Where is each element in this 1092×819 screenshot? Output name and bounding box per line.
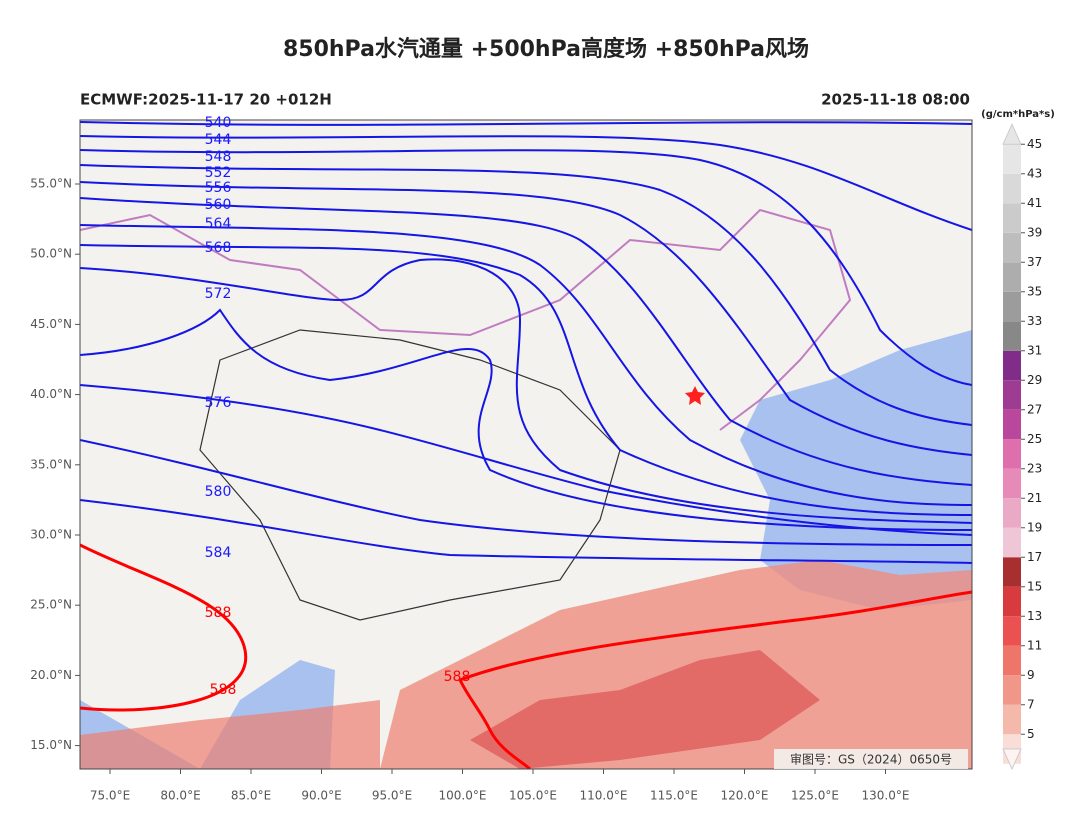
colorbar-label: 21 bbox=[1027, 491, 1042, 505]
subtitle-left: ECMWF:2025-11-17 20 +012H bbox=[80, 91, 332, 109]
colorbar-swatch bbox=[1003, 232, 1021, 263]
lon-label: 80.0°E bbox=[160, 789, 200, 803]
contour-label: 552 bbox=[205, 165, 232, 181]
colorbar-label: 33 bbox=[1027, 314, 1042, 328]
colorbar-swatch bbox=[1003, 173, 1021, 204]
lon-label: 90.0°E bbox=[301, 789, 341, 803]
contour-label: 580 bbox=[205, 484, 232, 500]
colorbar-label: 9 bbox=[1027, 668, 1035, 682]
colorbar-swatch bbox=[1003, 498, 1021, 528]
contour-label: 564 bbox=[205, 216, 232, 232]
border bbox=[199, 329, 621, 621]
colorbar-label: 41 bbox=[1027, 196, 1042, 210]
colorbar-swatch bbox=[1003, 468, 1021, 499]
colorbar-swatch bbox=[1003, 439, 1021, 469]
colorbar-label: 5 bbox=[1027, 727, 1035, 741]
colorbar-swatch bbox=[1003, 350, 1021, 381]
colorbar-swatch bbox=[1003, 616, 1021, 646]
lon-label: 105.0°E bbox=[509, 789, 557, 803]
colorbar-swatch bbox=[1003, 704, 1021, 735]
lon-label: 130.0°E bbox=[862, 789, 910, 803]
sea bbox=[740, 330, 972, 610]
colorbar-label: 31 bbox=[1027, 343, 1042, 357]
height-contours bbox=[80, 121, 972, 564]
lat-label: 35.0°N bbox=[30, 457, 72, 471]
lat-label: 50.0°N bbox=[30, 247, 72, 261]
colorbar-swatch bbox=[1003, 586, 1021, 617]
colorbar-label: 25 bbox=[1027, 432, 1042, 446]
colorbar-swatch bbox=[1003, 321, 1021, 351]
border bbox=[80, 208, 852, 431]
lon-label: 125.0°E bbox=[791, 789, 839, 803]
colorbar-swatch bbox=[1003, 645, 1021, 676]
lon-label: 95.0°E bbox=[372, 789, 412, 803]
colorbar-end bbox=[1002, 748, 1022, 771]
colorbar-label: 15 bbox=[1027, 579, 1042, 593]
colorbar-swatch bbox=[1003, 409, 1021, 440]
colorbar-label: 39 bbox=[1027, 225, 1042, 239]
colorbar-label: 11 bbox=[1027, 638, 1042, 652]
colorbar-label: 27 bbox=[1027, 402, 1042, 416]
contour-label: 588 bbox=[210, 682, 237, 698]
colorbar-swatch bbox=[1003, 380, 1021, 410]
lat-label: 40.0°N bbox=[30, 387, 72, 401]
colorbar-label: 35 bbox=[1027, 284, 1042, 298]
colorbar-swatch bbox=[1003, 262, 1021, 292]
colorbar-label: 17 bbox=[1027, 550, 1042, 564]
contour-label: 572 bbox=[205, 286, 232, 302]
height-contours-588 bbox=[80, 543, 972, 769]
lat-label: 15.0°N bbox=[30, 738, 72, 752]
colorbar-end bbox=[1002, 123, 1022, 145]
title: 850hPa水汽通量 +500hPa高度场 +850hPa风场 bbox=[283, 36, 809, 62]
approval-text: 审图号：GS（2024）0650号 bbox=[790, 752, 952, 767]
contour-label: 584 bbox=[205, 545, 232, 561]
colorbar-label: 37 bbox=[1027, 255, 1042, 269]
colorbar-label: 43 bbox=[1027, 166, 1042, 180]
contour-label: 588 bbox=[205, 605, 232, 621]
contour-label: 540 bbox=[205, 115, 232, 131]
map-frame bbox=[79, 119, 973, 770]
beijing-marker bbox=[685, 386, 705, 405]
lat-label: 20.0°N bbox=[30, 668, 72, 682]
contour-label: 556 bbox=[205, 180, 232, 196]
lon-label: 85.0°E bbox=[231, 789, 271, 803]
colorbar-label: 19 bbox=[1027, 520, 1042, 534]
colorbar-swatch bbox=[1003, 203, 1021, 233]
colorbar-label: 13 bbox=[1027, 609, 1042, 623]
colorbar-swatch bbox=[1003, 557, 1021, 587]
colorbar-label: 23 bbox=[1027, 461, 1042, 475]
moisture-area bbox=[80, 700, 380, 769]
contour-label: 588 bbox=[444, 669, 471, 685]
lon-label: 110.0°E bbox=[580, 789, 628, 803]
map-area bbox=[80, 120, 972, 769]
lon-label: 100.0°E bbox=[439, 789, 487, 803]
contour-label: 548 bbox=[205, 149, 232, 165]
colorbar-label: 45 bbox=[1027, 137, 1042, 151]
contour-label: 544 bbox=[205, 132, 232, 148]
approval-box bbox=[774, 749, 968, 769]
subtitle-right: 2025-11-18 08:00 bbox=[821, 91, 970, 109]
colorbar-swatch bbox=[1003, 144, 1021, 174]
colorbar-label: 29 bbox=[1027, 373, 1042, 387]
lat-label: 25.0°N bbox=[30, 598, 72, 612]
lon-label: 115.0°E bbox=[650, 789, 698, 803]
colorbar-label: 7 bbox=[1027, 697, 1035, 711]
contour-label: 568 bbox=[205, 240, 232, 256]
contour-label: 576 bbox=[205, 395, 232, 411]
colorbar-swatch bbox=[1003, 291, 1021, 322]
colorbar-unit: (g/cm*hPa*s) bbox=[981, 109, 1055, 120]
contour-label: 560 bbox=[205, 197, 232, 213]
colorbar-swatch bbox=[1003, 527, 1021, 558]
lat-label: 55.0°N bbox=[30, 177, 72, 191]
lon-label: 75.0°E bbox=[90, 789, 130, 803]
moisture-core bbox=[470, 650, 820, 769]
lon-label: 120.0°E bbox=[721, 789, 769, 803]
colorbar-swatch bbox=[1003, 675, 1021, 705]
lat-label: 30.0°N bbox=[30, 528, 72, 542]
lat-label: 45.0°N bbox=[30, 317, 72, 331]
